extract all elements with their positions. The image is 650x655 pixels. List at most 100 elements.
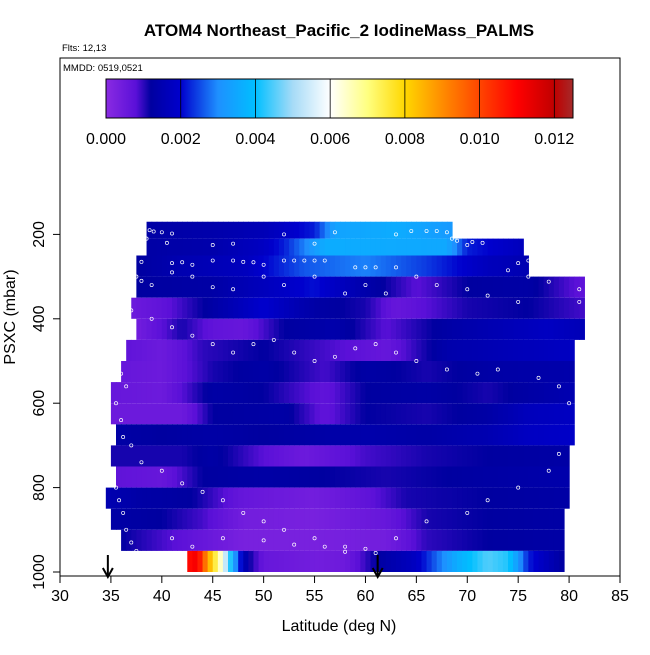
- heatmap-cell-3-20: [238, 276, 244, 298]
- heatmap-cell-6-87: [569, 339, 575, 361]
- heatmap-cell-5-87: [579, 318, 585, 340]
- heatmap-cell-5-16: [217, 318, 224, 340]
- heatmap-cell-11-28: [253, 445, 260, 467]
- heatmap-cell-16-57: [477, 550, 484, 572]
- heatmap-cell-10-68: [462, 424, 468, 446]
- heatmap-cell-14-33: [278, 508, 285, 530]
- heatmap-cell-16-47: [426, 550, 433, 572]
- heatmap-cell-6-33: [294, 339, 300, 361]
- heatmap-cell-11-58: [406, 445, 412, 467]
- heatmap-cell-13-39: [304, 487, 311, 509]
- heatmap-cell-9-12: [172, 403, 178, 425]
- heatmap-cell-15-65: [452, 529, 458, 551]
- heatmap-cell-8-35: [289, 382, 295, 404]
- flight-point-89: [119, 418, 124, 423]
- heatmap-cell-8-34: [284, 382, 290, 404]
- heatmap-cell-4-80: [538, 297, 545, 319]
- heatmap-cell-4-5: [156, 297, 163, 319]
- heatmap-band-4: [131, 297, 585, 319]
- heatmap-cell-7-53: [390, 361, 397, 383]
- flight-point-42: [526, 274, 531, 279]
- heatmap-cell-15-72: [487, 529, 494, 551]
- heatmap-cell-1-37: [334, 238, 341, 256]
- heatmap-cell-8-59: [411, 382, 417, 404]
- flight-point-34: [322, 258, 327, 263]
- heatmap-cell-4-69: [482, 297, 489, 319]
- heatmap-cell-5-44: [360, 318, 367, 340]
- heatmap-cell-10-88: [564, 424, 570, 446]
- heatmap-cell-15-71: [482, 529, 489, 551]
- heatmap-cell-3-83: [558, 276, 565, 298]
- flight-point-41: [506, 268, 510, 273]
- heatmap-cell-10-37: [304, 424, 311, 446]
- heatmap-cell-13-58: [401, 487, 407, 509]
- flight-point-115: [134, 548, 139, 553]
- heatmap-cell-10-14: [187, 424, 193, 446]
- heatmap-cell-10-78: [513, 424, 519, 446]
- heatmap-cell-8-29: [258, 382, 265, 404]
- heatmap-cell-13-20: [207, 487, 214, 509]
- heatmap-cell-7-26: [253, 361, 260, 383]
- heatmap-cell-4-38: [324, 297, 331, 319]
- heatmap-cell-7-70: [477, 361, 484, 383]
- heatmap-cell-9-14: [182, 403, 188, 425]
- heatmap-cell-11-33: [278, 445, 285, 467]
- heatmap-cell-15-36: [304, 529, 311, 551]
- flight-point-35: [353, 265, 358, 270]
- heatmap-cell-15-0: [121, 529, 127, 551]
- heatmap-cell-3-36: [319, 276, 326, 298]
- heatmap-cell-14-27: [248, 508, 255, 530]
- heatmap-cell-7-35: [299, 361, 305, 383]
- heatmap-cell-3-33: [304, 276, 311, 298]
- heatmap-cell-11-16: [192, 445, 199, 467]
- heatmap-cell-2-58: [431, 255, 438, 277]
- heatmap-cell-6-62: [441, 339, 448, 361]
- heatmap-band-10: [116, 424, 575, 446]
- heatmap-cell-7-44: [345, 361, 351, 383]
- heatmap-cell-7-85: [553, 361, 560, 383]
- x-tick-label-3: 45: [204, 588, 222, 605]
- heatmap-cell-13-78: [502, 487, 509, 509]
- heatmap-cell-8-64: [436, 382, 443, 404]
- heatmap-cell-3-47: [375, 276, 382, 298]
- heatmap-cell-14-87: [553, 508, 560, 530]
- x-tick-label-11: 85: [611, 588, 629, 605]
- heatmap-cell-5-59: [436, 318, 443, 340]
- flight-point-118: [220, 536, 225, 541]
- heatmap-cell-13-17: [192, 487, 199, 509]
- heatmap-cell-11-71: [472, 445, 479, 467]
- heatmap-cell-10-5: [141, 424, 148, 446]
- heatmap-cell-7-2: [131, 361, 137, 383]
- heatmap-cell-3-25: [263, 276, 270, 298]
- heatmap-cell-11-30: [263, 445, 270, 467]
- heatmap-cell-6-51: [385, 339, 392, 361]
- heatmap-cell-0-2: [156, 221, 163, 239]
- heatmap-cell-8-7: [146, 382, 153, 404]
- heatmap-cell-14-15: [187, 508, 193, 530]
- heatmap-cell-14-12: [172, 508, 178, 530]
- heatmap-cell-4-13: [197, 297, 204, 319]
- heatmap-cell-1-22: [258, 238, 265, 256]
- heatmap-cell-9-35: [289, 403, 295, 425]
- heatmap-cell-3-86: [574, 276, 580, 298]
- heatmap-cell-14-43: [329, 508, 336, 530]
- flight-point-18: [470, 240, 475, 244]
- heatmap-cell-13-61: [416, 487, 423, 509]
- heatmap-cell-15-52: [385, 529, 392, 551]
- heatmap-cell-2-22: [248, 255, 255, 277]
- heatmap-cell-8-11: [166, 382, 173, 404]
- flight-point-52: [210, 285, 215, 290]
- flight-point-121: [322, 544, 327, 549]
- heatmap-cell-4-21: [238, 297, 244, 319]
- heatmap-cell-11-37: [299, 445, 305, 467]
- heatmap-cell-13-82: [523, 487, 529, 509]
- heatmap-cell-4-14: [202, 297, 209, 319]
- heatmap-cell-7-19: [217, 361, 224, 383]
- heatmap-cell-0-43: [365, 221, 372, 239]
- heatmap-cell-14-46: [345, 508, 351, 530]
- heatmap-cell-8-79: [513, 382, 519, 404]
- left-arrow: [101, 555, 114, 580]
- heatmap-cell-4-62: [446, 297, 453, 319]
- heatmap-cell-1-44: [370, 238, 377, 256]
- heatmap-cell-16-61: [497, 550, 504, 572]
